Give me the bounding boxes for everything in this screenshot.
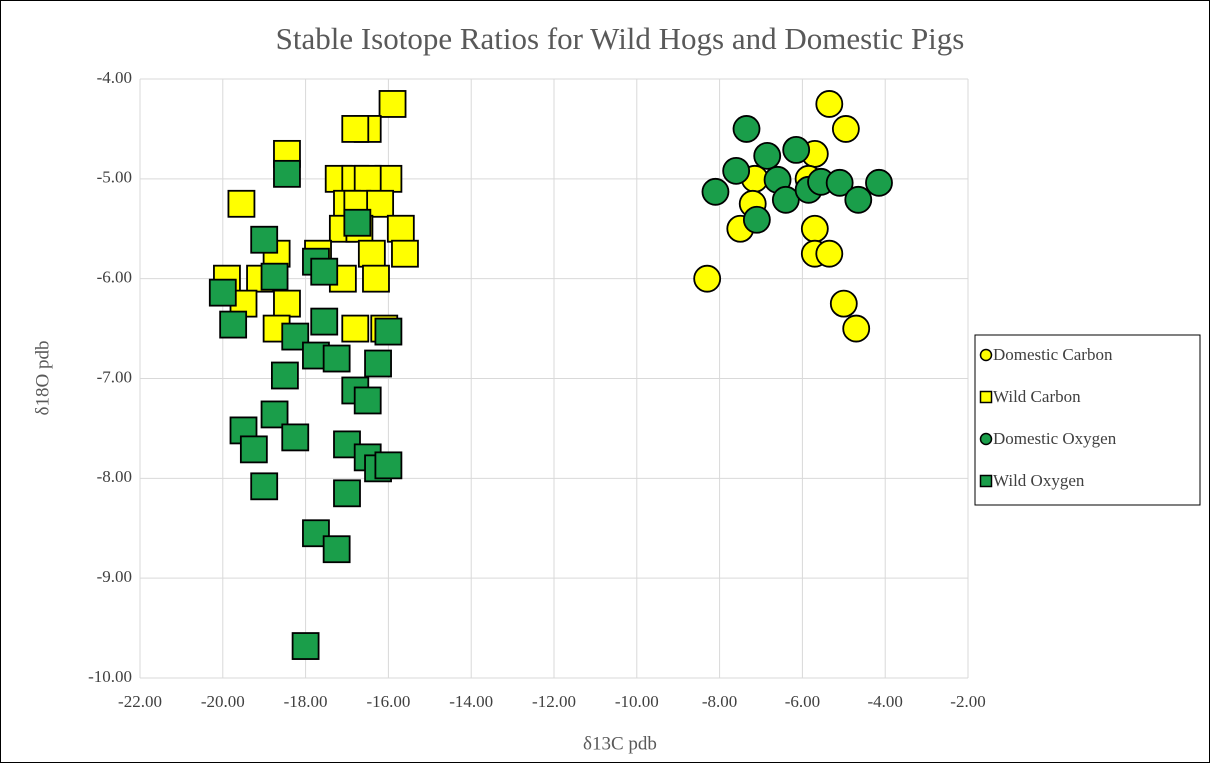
point (250, 225, 279, 254)
y-tick-label: -6.00 (97, 268, 132, 287)
y-tick-label: -5.00 (97, 168, 132, 187)
point (364, 349, 392, 378)
point (378, 90, 407, 118)
point (343, 208, 372, 237)
point (273, 289, 301, 318)
x-tick-label: -22.00 (118, 692, 162, 711)
point (693, 264, 722, 293)
point (227, 189, 256, 218)
x-tick-label: -8.00 (702, 692, 737, 711)
x-tick-label: -2.00 (950, 692, 985, 711)
y-tick-label: -9.00 (97, 567, 132, 586)
point (322, 535, 351, 564)
point (732, 115, 761, 143)
point (831, 115, 860, 143)
point (239, 435, 268, 464)
point (250, 472, 279, 501)
y-tick-label: -4.00 (97, 68, 132, 87)
point (291, 632, 320, 660)
legend-marker (979, 474, 993, 488)
point (366, 189, 395, 218)
point (310, 257, 339, 286)
x-tick-label: -6.00 (785, 692, 820, 711)
y-axis-label: δ18O pdb (32, 341, 53, 416)
x-tick-label: -4.00 (867, 692, 902, 711)
point (341, 314, 370, 343)
legend-marker (979, 348, 993, 362)
point (260, 400, 289, 429)
point (353, 386, 382, 415)
point (322, 344, 351, 373)
x-tick-label: -18.00 (284, 692, 328, 711)
point (273, 159, 301, 188)
point (362, 264, 390, 293)
point (391, 239, 419, 268)
point (753, 141, 782, 170)
legend-box (974, 334, 1201, 506)
x-tick-label: -10.00 (615, 692, 659, 711)
point (771, 185, 800, 214)
point (701, 177, 730, 206)
point (386, 214, 415, 243)
point (800, 214, 829, 243)
point (357, 239, 386, 268)
point (842, 314, 871, 343)
point (865, 168, 893, 197)
point (844, 185, 873, 214)
point (341, 115, 370, 143)
x-tick-label: -12.00 (532, 692, 576, 711)
legend-marker (979, 390, 993, 404)
point (782, 135, 811, 164)
y-tick-label: -8.00 (97, 467, 132, 486)
point (219, 310, 248, 339)
point (333, 479, 361, 508)
x-tick-label: -14.00 (449, 692, 493, 711)
point (208, 278, 237, 307)
legend-marker (979, 432, 993, 446)
point (815, 90, 844, 118)
point (722, 156, 751, 185)
point (825, 168, 854, 197)
legend-label: Wild Oxygen (993, 471, 1085, 490)
legend-label: Domestic Oxygen (993, 429, 1117, 448)
point (310, 307, 339, 336)
point (829, 289, 858, 318)
point (260, 262, 289, 291)
chart-title: Stable Isotope Ratios for Wild Hogs and … (276, 21, 965, 56)
point (742, 205, 771, 234)
x-tick-label: -16.00 (366, 692, 410, 711)
y-tick-label: -10.00 (88, 667, 132, 686)
y-tick-label: -7.00 (97, 367, 132, 386)
x-axis-label: δ13C pdb (583, 733, 657, 754)
point (374, 317, 403, 346)
point (281, 423, 310, 452)
legend-label: Wild Carbon (993, 387, 1081, 406)
x-tick-label: -20.00 (201, 692, 245, 711)
point (815, 239, 844, 268)
legend-label: Domestic Carbon (993, 345, 1113, 364)
point (353, 164, 382, 193)
point (270, 361, 299, 390)
point (374, 451, 403, 480)
